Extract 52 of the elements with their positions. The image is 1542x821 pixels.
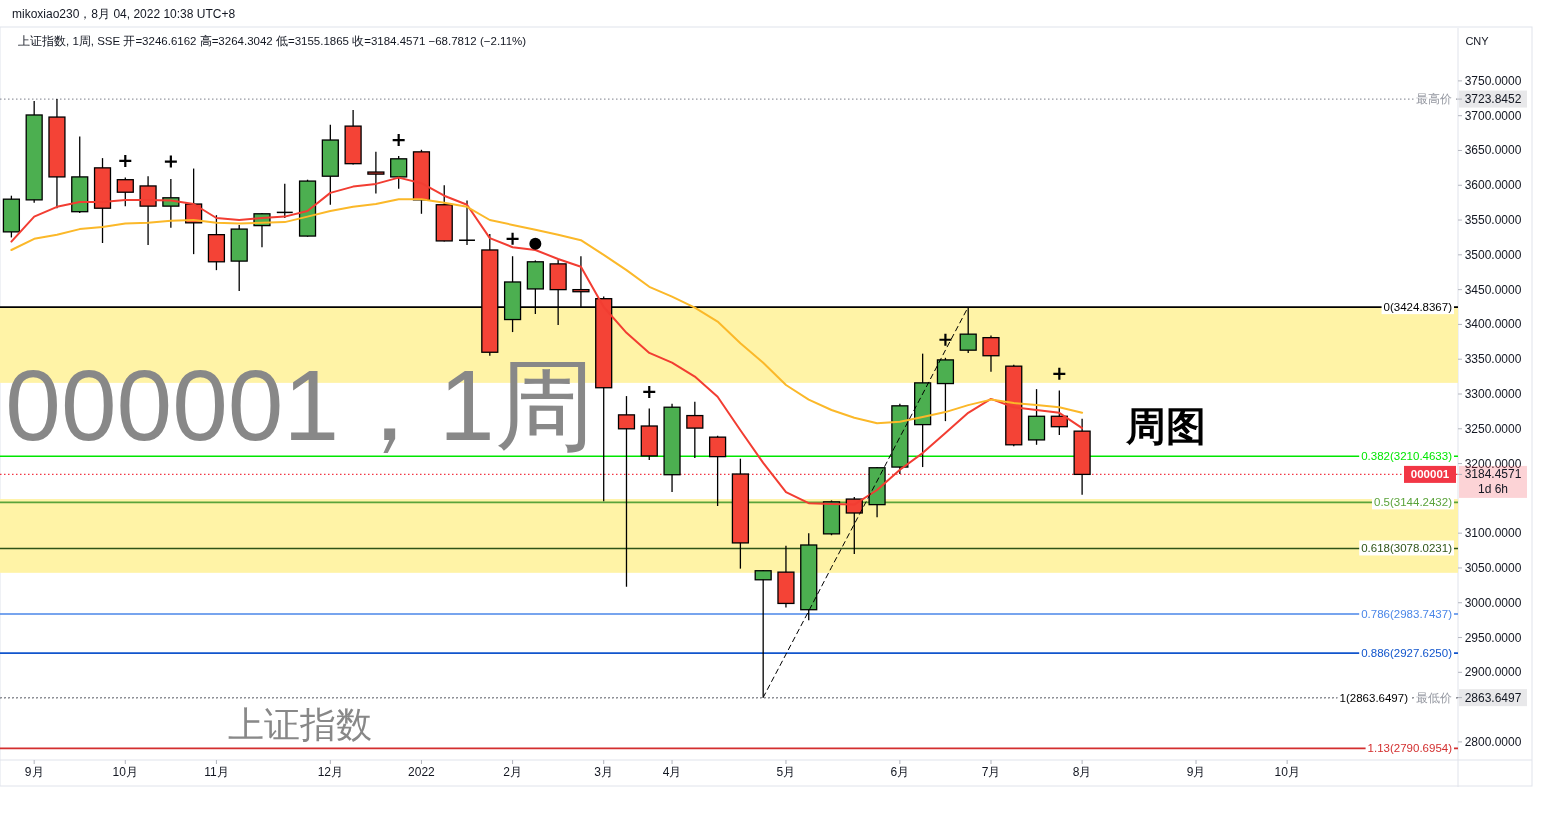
y-tick-label: 3100.0000 <box>1464 526 1522 541</box>
y-tick-label: 3723.8452 <box>1464 92 1522 107</box>
y-tick-label: 2800.0000 <box>1464 734 1522 749</box>
x-tick-label: 5月 <box>776 765 796 779</box>
y-tick-label: 3550.0000 <box>1464 213 1522 228</box>
ref-line-label: 1(2863.6497) <box>1339 691 1409 704</box>
y-tick-label: 3000.0000 <box>1464 595 1522 610</box>
x-tick-label: 10月 <box>1274 765 1300 779</box>
x-tick-label: 2022 <box>408 765 436 779</box>
annotation: 000001 <box>1410 468 1450 481</box>
y-tick-label: 3184.4571 <box>1464 467 1522 482</box>
x-tick-label: 12月 <box>317 765 344 779</box>
x-tick-label: 2月 <box>503 765 522 779</box>
ref-line-label: 0.786(2983.7437) <box>1361 608 1453 621</box>
x-tick-label: 8月 <box>1072 765 1092 779</box>
ref-line-label: 最高价 <box>1416 92 1452 106</box>
x-tick-label: 4月 <box>662 765 682 779</box>
y-tick-label: 3300.0000 <box>1464 387 1522 401</box>
y-tick-label: 3450.0000 <box>1464 282 1522 297</box>
y-tick-label: 3050.0000 <box>1464 560 1522 575</box>
ref-line-label: 0.886(2927.6250) <box>1361 647 1453 660</box>
y-tick-label: 2900.0000 <box>1464 665 1522 680</box>
text: CNY <box>1465 35 1490 47</box>
y-tick-label: 2950.0000 <box>1464 630 1522 645</box>
x-tick-label: 3月 <box>594 765 614 779</box>
x-tick-label: 9月 <box>24 765 44 779</box>
text: 上证指数, 1周, SSE 开=3246.6162 高=3264.3042 低=3155.1865 收=3184.4571 −68.7812 (−2.11%) <box>18 34 527 47</box>
y-tick-label: 3750.0000 <box>1464 73 1522 88</box>
ref-line-label: 0.382(3210.4633) <box>1361 450 1453 463</box>
y-tick-label: 3400.0000 <box>1464 317 1522 332</box>
y-tick-label: 3500.0000 <box>1464 247 1522 262</box>
ref-line-label: 0(3424.8367) <box>1383 301 1453 314</box>
ref-line-label: 最低价 <box>1416 691 1452 704</box>
annotation: 上证指数 <box>228 704 372 745</box>
y-tick-label: 3650.0000 <box>1464 143 1522 158</box>
y-tick-label: 3600.0000 <box>1464 178 1522 193</box>
x-tick-label: 11月 <box>204 765 229 779</box>
annotation: 周图 <box>1125 404 1206 448</box>
ref-line-label: 1.13(2790.6954) <box>1367 742 1453 755</box>
text: 1d 6h <box>1477 482 1509 497</box>
text: mikoxiao230，8月 04, 2022 10:38 UTC+8 <box>12 7 236 21</box>
x-tick-label: 10月 <box>112 765 138 779</box>
x-tick-label: 9月 <box>1186 765 1206 779</box>
y-tick-label: 3250.0000 <box>1464 421 1522 436</box>
y-tick-label: 3700.0000 <box>1464 108 1522 123</box>
x-tick-label: 6月 <box>890 765 910 779</box>
y-tick-label: 2863.6497 <box>1464 690 1522 705</box>
ref-line-label: 0.618(3078.0231) <box>1361 542 1453 555</box>
y-tick-label: 3350.0000 <box>1464 352 1522 367</box>
annotation: 000001，1周 <box>5 349 595 461</box>
ref-line-label: 0.5(3144.2432) <box>1373 496 1453 509</box>
x-tick-label: 7月 <box>981 765 1001 779</box>
